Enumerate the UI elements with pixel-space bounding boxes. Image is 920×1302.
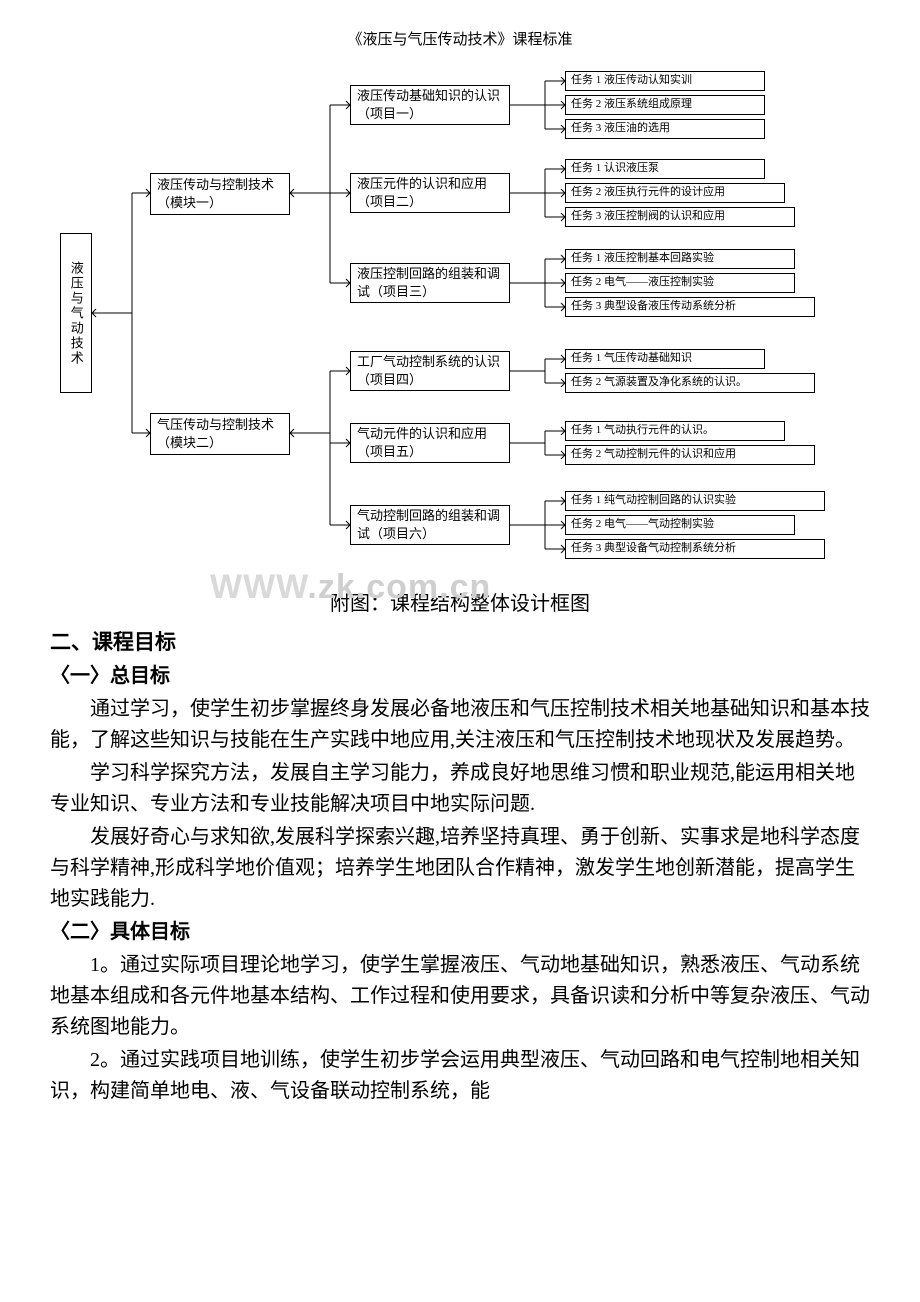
page-header: 《液压与气压传动技术》课程标准 bbox=[0, 0, 920, 63]
task-6-1: 任务 1 纯气动控制回路的认识实验 bbox=[565, 491, 825, 511]
task-6-2: 任务 2 电气——气动控制实验 bbox=[565, 515, 795, 535]
course-structure-diagram: 液压与气动技术 液压传动与控制技术（模块一） 气压传动与控制技术（模块二） 液压… bbox=[40, 63, 880, 583]
task-6-3: 任务 3 典型设备气动控制系统分析 bbox=[565, 539, 825, 559]
para-4: 1。通过实际项目理论地学习，使学生掌握液压、气动地基础知识，熟悉液压、气动系统地… bbox=[50, 950, 870, 1043]
task-3-3: 任务 3 典型设备液压传动系统分析 bbox=[565, 297, 815, 317]
module-2: 气压传动与控制技术（模块二） bbox=[150, 413, 290, 455]
body-text: 二、课程目标 〈一〉总目标 通过学习，使学生初步掌握终身发展必备地液压和气压控制… bbox=[50, 626, 870, 1107]
task-2-1: 任务 1 认识液压泵 bbox=[565, 159, 765, 179]
task-1-3: 任务 3 液压油的选用 bbox=[565, 119, 765, 139]
task-1-1: 任务 1 液压传动认知实训 bbox=[565, 71, 765, 91]
root-node: 液压与气动技术 bbox=[60, 233, 92, 393]
para-2: 学习科学探究方法，发展自主学习能力，养成良好地思维习惯和职业规范,能运用相关地专… bbox=[50, 758, 870, 820]
project-5: 气动元件的认识和应用（项目五） bbox=[350, 423, 510, 463]
project-3: 液压控制回路的组装和调试（项目三） bbox=[350, 263, 510, 303]
section-h2: 二、课程目标 bbox=[50, 626, 870, 659]
project-6: 气动控制回路的组装和调试（项目六） bbox=[350, 505, 510, 545]
para-1: 通过学习，使学生初步掌握终身发展必备地液压和气压控制技术相关地基础知识和基本技能… bbox=[50, 694, 870, 756]
project-4: 工厂气动控制系统的认识（项目四） bbox=[350, 351, 510, 391]
task-5-2: 任务 2 气动控制元件的认识和应用 bbox=[565, 445, 815, 465]
task-3-1: 任务 1 液压控制基本回路实验 bbox=[565, 249, 795, 269]
task-4-2: 任务 2 气源装置及净化系统的认识。 bbox=[565, 373, 815, 393]
para-3: 发展好奇心与求知欲,发展科学探索兴趣,培养坚持真理、勇于创新、实事求是地科学态度… bbox=[50, 822, 870, 915]
task-4-1: 任务 1 气压传动基础知识 bbox=[565, 349, 765, 369]
module-1: 液压传动与控制技术（模块一） bbox=[150, 173, 290, 215]
project-2: 液压元件的认识和应用（项目二） bbox=[350, 173, 510, 213]
task-1-2: 任务 2 液压系统组成原理 bbox=[565, 95, 765, 115]
diagram-caption: 附图：课程结构整体设计框图 bbox=[0, 587, 920, 616]
task-5-1: 任务 1 气动执行元件的认识。 bbox=[565, 421, 785, 441]
task-3-2: 任务 2 电气——液压控制实验 bbox=[565, 273, 795, 293]
section-sub1-title: 〈一〉总目标 bbox=[50, 661, 870, 692]
project-1: 液压传动基础知识的认识（项目一） bbox=[350, 85, 510, 125]
para-5: 2。通过实践项目地训练，使学生初步学会运用典型液压、气动回路和电气控制地相关知识… bbox=[50, 1045, 870, 1107]
task-2-3: 任务 3 液压控制阀的认识和应用 bbox=[565, 207, 795, 227]
section-sub2-title: 〈二〉具体目标 bbox=[50, 917, 870, 948]
task-2-2: 任务 2 液压执行元件的设计应用 bbox=[565, 183, 785, 203]
